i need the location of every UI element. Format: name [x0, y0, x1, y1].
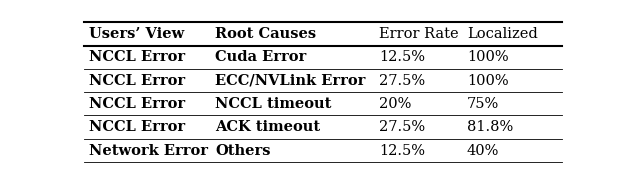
- Text: 27.5%: 27.5%: [379, 120, 425, 134]
- Text: NCCL Error: NCCL Error: [88, 97, 185, 111]
- Text: Root Causes: Root Causes: [215, 27, 317, 41]
- Text: 12.5%: 12.5%: [379, 144, 425, 158]
- Text: 81.8%: 81.8%: [467, 120, 513, 134]
- Text: Error Rate: Error Rate: [379, 27, 459, 41]
- Text: Others: Others: [215, 144, 271, 158]
- Text: Localized: Localized: [467, 27, 537, 41]
- Text: 75%: 75%: [467, 97, 499, 111]
- Text: NCCL Error: NCCL Error: [88, 50, 185, 64]
- Text: Cuda Error: Cuda Error: [215, 50, 307, 64]
- Text: 100%: 100%: [467, 74, 508, 88]
- Text: 12.5%: 12.5%: [379, 50, 425, 64]
- Text: 100%: 100%: [467, 50, 508, 64]
- Text: 27.5%: 27.5%: [379, 74, 425, 88]
- Text: ACK timeout: ACK timeout: [215, 120, 321, 134]
- Text: NCCL Error: NCCL Error: [88, 74, 185, 88]
- Text: 40%: 40%: [467, 144, 500, 158]
- Text: ECC/NVLink Error: ECC/NVLink Error: [215, 74, 366, 88]
- Text: 20%: 20%: [379, 97, 411, 111]
- Text: NCCL timeout: NCCL timeout: [215, 97, 332, 111]
- Text: Network Error: Network Error: [88, 144, 207, 158]
- Text: Users’ View: Users’ View: [88, 27, 184, 41]
- Text: NCCL Error: NCCL Error: [88, 120, 185, 134]
